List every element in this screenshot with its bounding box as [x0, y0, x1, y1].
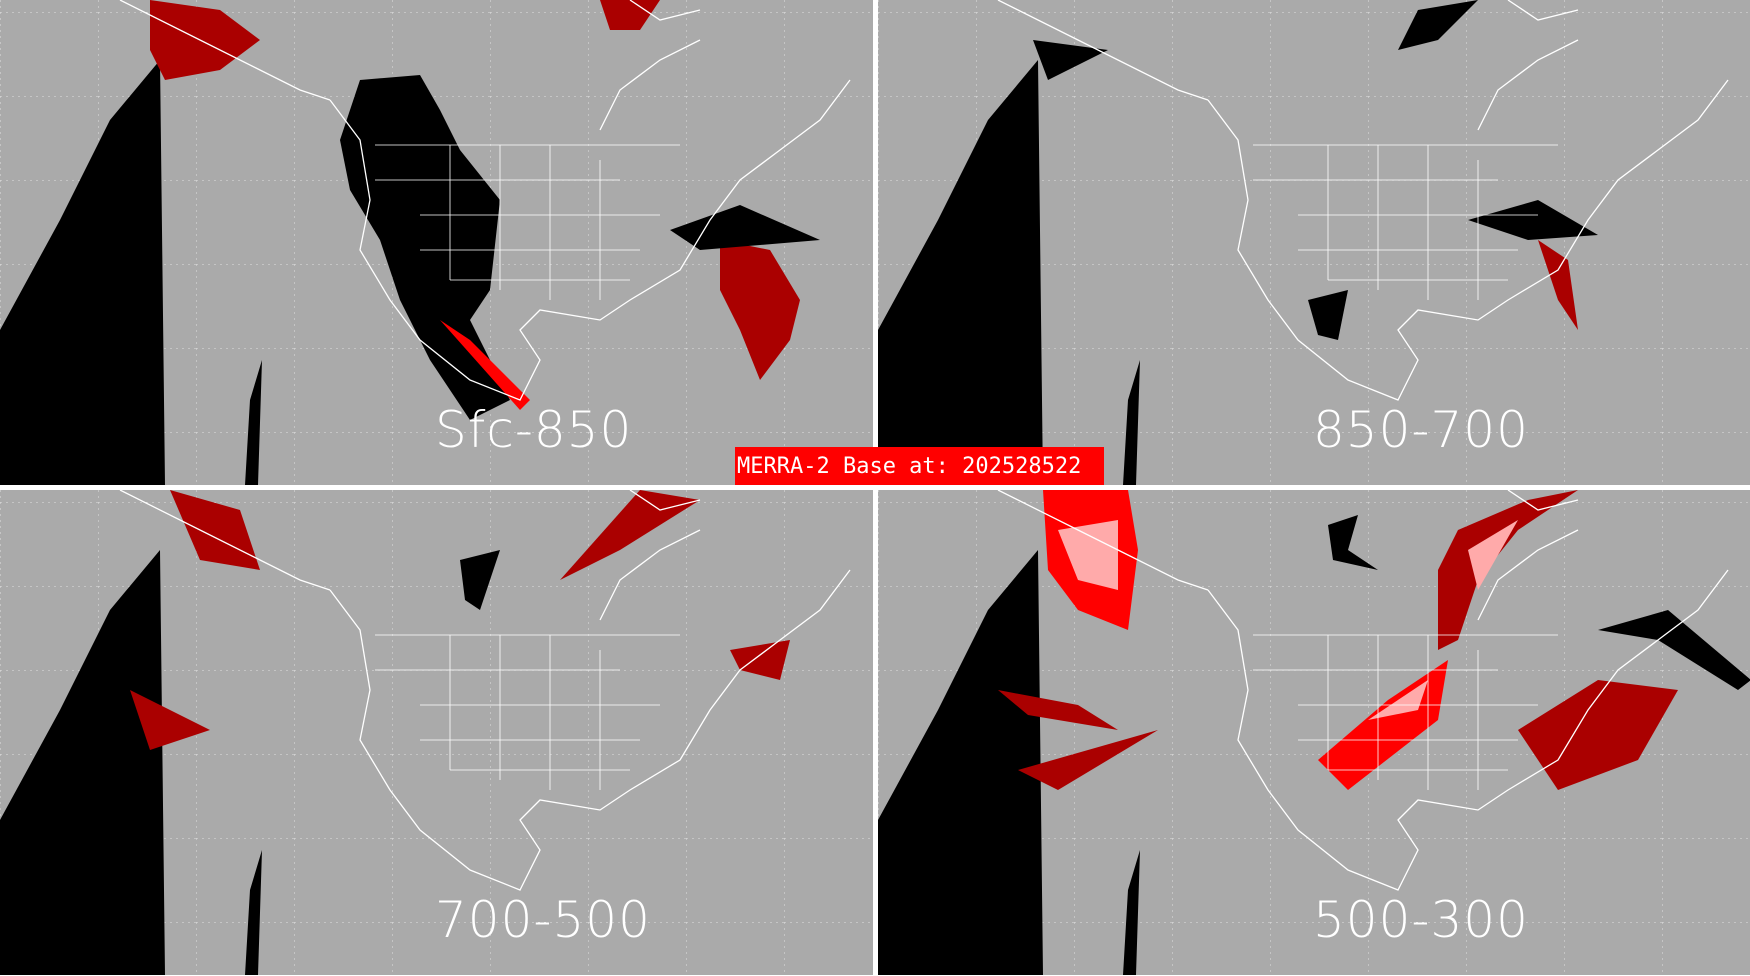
no-data-region	[1398, 0, 1478, 50]
no-data-region	[670, 205, 820, 250]
pink-region	[1058, 520, 1118, 590]
dark-red-region	[170, 490, 260, 570]
base-time-banner: MERRA-2 Base at: 202528522	[735, 447, 1104, 485]
pink-region	[1468, 520, 1518, 590]
panel-label: Sfc-850	[435, 401, 633, 459]
no-data-region	[340, 75, 510, 420]
no-data-region	[1468, 200, 1598, 240]
dark-red-region	[560, 490, 700, 580]
map-700-500	[0, 490, 873, 975]
dark-red-region	[1518, 680, 1678, 790]
panel-label: 850-700	[1313, 401, 1529, 459]
dark-red-region	[1018, 730, 1158, 790]
pink-region	[1368, 680, 1428, 720]
map-sfc-850	[0, 0, 873, 485]
no-data-region	[1598, 610, 1750, 690]
map-850-700	[878, 0, 1750, 485]
dark-red-region	[130, 690, 210, 750]
panel-label: 700-500	[435, 891, 651, 949]
red-region	[440, 320, 530, 410]
dark-red-region	[1538, 240, 1578, 330]
no-data-region	[1328, 515, 1378, 570]
dark-red-region	[720, 240, 800, 380]
dark-red-region	[1438, 490, 1578, 650]
dark-red-region	[600, 0, 660, 30]
panel-sfc-850: Sfc-850	[0, 0, 873, 485]
panel-500-300: 500-300	[878, 490, 1750, 975]
map-500-300	[878, 490, 1750, 975]
no-data-region	[1033, 40, 1108, 80]
dark-red-region	[998, 690, 1118, 730]
panel-700-500: 700-500	[0, 490, 873, 975]
dark-red-region	[730, 640, 790, 680]
panel-850-700: 850-700	[878, 0, 1750, 485]
no-data-region	[460, 550, 500, 610]
dark-red-region	[150, 0, 260, 80]
panel-label: 500-300	[1313, 891, 1529, 949]
no-data-region	[1308, 290, 1348, 340]
